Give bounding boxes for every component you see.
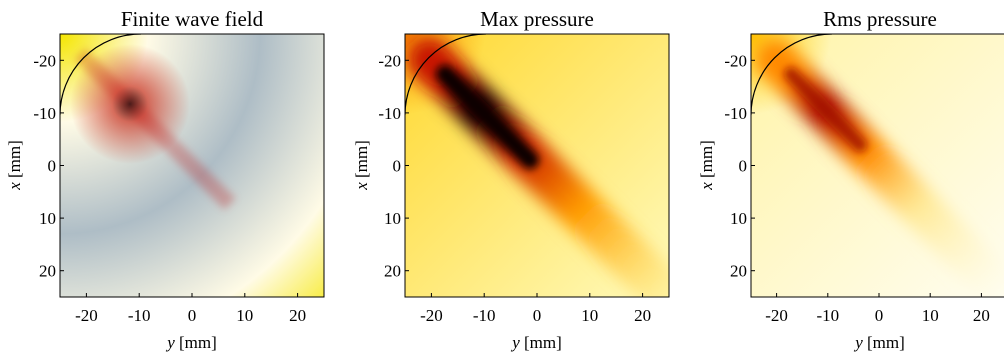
y-ticks: -20 -10 0 10 20 (378, 51, 409, 281)
y-tick-label: -20 (724, 51, 747, 70)
y-tick-label: -20 (378, 51, 401, 70)
source-arc (405, 34, 487, 116)
x-tick-label: 20 (289, 306, 306, 325)
panel-rms-pressure: Rms pressure -20 -10 0 10 20 -20 -10 0 10 20 y [… (697, 7, 1004, 352)
x-ticks: -20 -10 0 10 20 (765, 293, 990, 325)
y-axis-label: x [mm] (5, 140, 24, 191)
y-tick-label: 0 (48, 157, 57, 176)
panel-title: Rms pressure (823, 7, 937, 31)
x-ticks: -20 -10 0 10 20 (420, 293, 651, 325)
y-tick-label: 0 (739, 157, 748, 176)
x-tick-label: 0 (188, 306, 197, 325)
panel-finite-wave-field: Finite wave field -20 -10 0 10 20 -20 -10 0 10 2… (5, 7, 325, 352)
panel-title: Finite wave field (121, 7, 264, 31)
y-tick-label: -20 (33, 51, 56, 70)
y-tick-label: 0 (393, 157, 402, 176)
x-tick-label: 0 (875, 306, 884, 325)
x-tick-label: -20 (765, 306, 788, 325)
x-tick-label: 0 (533, 306, 542, 325)
x-axis-label: y [mm] (165, 333, 217, 352)
x-tick-label: -10 (473, 306, 496, 325)
x-tick-label: -10 (816, 306, 839, 325)
x-tick-label: 10 (236, 306, 253, 325)
y-tick-label: 10 (39, 209, 56, 228)
x-tick-label: 20 (973, 306, 990, 325)
x-tick-label: 10 (581, 306, 598, 325)
heatmap-image (751, 34, 1004, 297)
x-tick-label: 20 (634, 306, 651, 325)
y-axis-label: x [mm] (697, 140, 716, 191)
panel-title: Max pressure (480, 7, 594, 31)
y-tick-label: 20 (39, 262, 56, 281)
source-arc (60, 34, 142, 116)
x-axis-label: y [mm] (853, 333, 905, 352)
y-tick-label: -10 (724, 104, 747, 123)
heatmap-image (60, 34, 324, 297)
y-tick-label: 10 (384, 209, 401, 228)
x-ticks: -20 -10 0 10 20 (75, 293, 306, 325)
y-axis-label: x [mm] (352, 140, 371, 191)
source-arc (751, 34, 833, 116)
x-tick-label: -10 (128, 306, 151, 325)
panel-max-pressure: Max pressure -20 -10 0 10 20 -20 -10 0 10 20 y [… (352, 7, 670, 352)
y-tick-label: 10 (730, 209, 747, 228)
x-tick-label: 10 (922, 306, 939, 325)
y-ticks: -20 -10 0 10 20 (724, 51, 755, 281)
y-tick-label: -10 (378, 104, 401, 123)
x-axis-label: y [mm] (510, 333, 562, 352)
y-ticks: -20 -10 0 10 20 (33, 51, 64, 281)
y-tick-label: 20 (730, 262, 747, 281)
y-tick-label: -10 (33, 104, 56, 123)
heatmap-image (405, 34, 669, 297)
x-tick-label: -20 (75, 306, 98, 325)
x-tick-label: -20 (420, 306, 443, 325)
y-tick-label: 20 (384, 262, 401, 281)
